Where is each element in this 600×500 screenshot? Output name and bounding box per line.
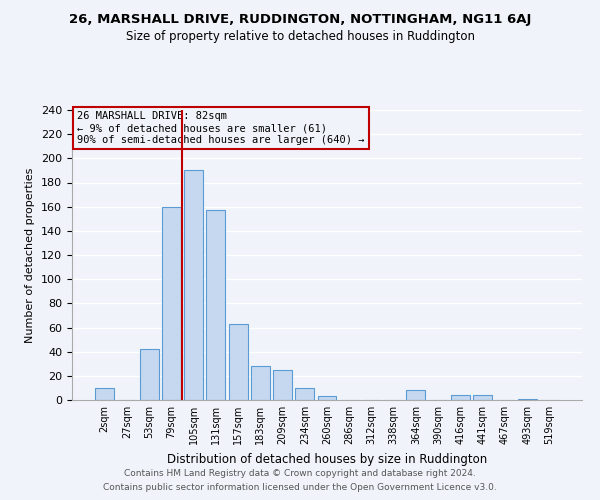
Bar [229, 324, 248, 400]
Bar [406, 390, 425, 400]
Bar [95, 388, 114, 400]
Bar [451, 395, 470, 400]
Bar [295, 388, 314, 400]
Bar [251, 366, 270, 400]
X-axis label: Distribution of detached houses by size in Ruddington: Distribution of detached houses by size … [167, 452, 487, 466]
Bar [317, 396, 337, 400]
Bar [184, 170, 203, 400]
Bar [140, 349, 158, 400]
Text: 26 MARSHALL DRIVE: 82sqm
← 9% of detached houses are smaller (61)
90% of semi-de: 26 MARSHALL DRIVE: 82sqm ← 9% of detache… [77, 112, 365, 144]
Bar [162, 206, 181, 400]
Bar [518, 399, 536, 400]
Bar [206, 210, 225, 400]
Bar [273, 370, 292, 400]
Y-axis label: Number of detached properties: Number of detached properties [25, 168, 35, 342]
Bar [473, 395, 492, 400]
Text: Contains public sector information licensed under the Open Government Licence v3: Contains public sector information licen… [103, 484, 497, 492]
Text: Size of property relative to detached houses in Ruddington: Size of property relative to detached ho… [125, 30, 475, 43]
Text: 26, MARSHALL DRIVE, RUDDINGTON, NOTTINGHAM, NG11 6AJ: 26, MARSHALL DRIVE, RUDDINGTON, NOTTINGH… [69, 12, 531, 26]
Text: Contains HM Land Registry data © Crown copyright and database right 2024.: Contains HM Land Registry data © Crown c… [124, 468, 476, 477]
